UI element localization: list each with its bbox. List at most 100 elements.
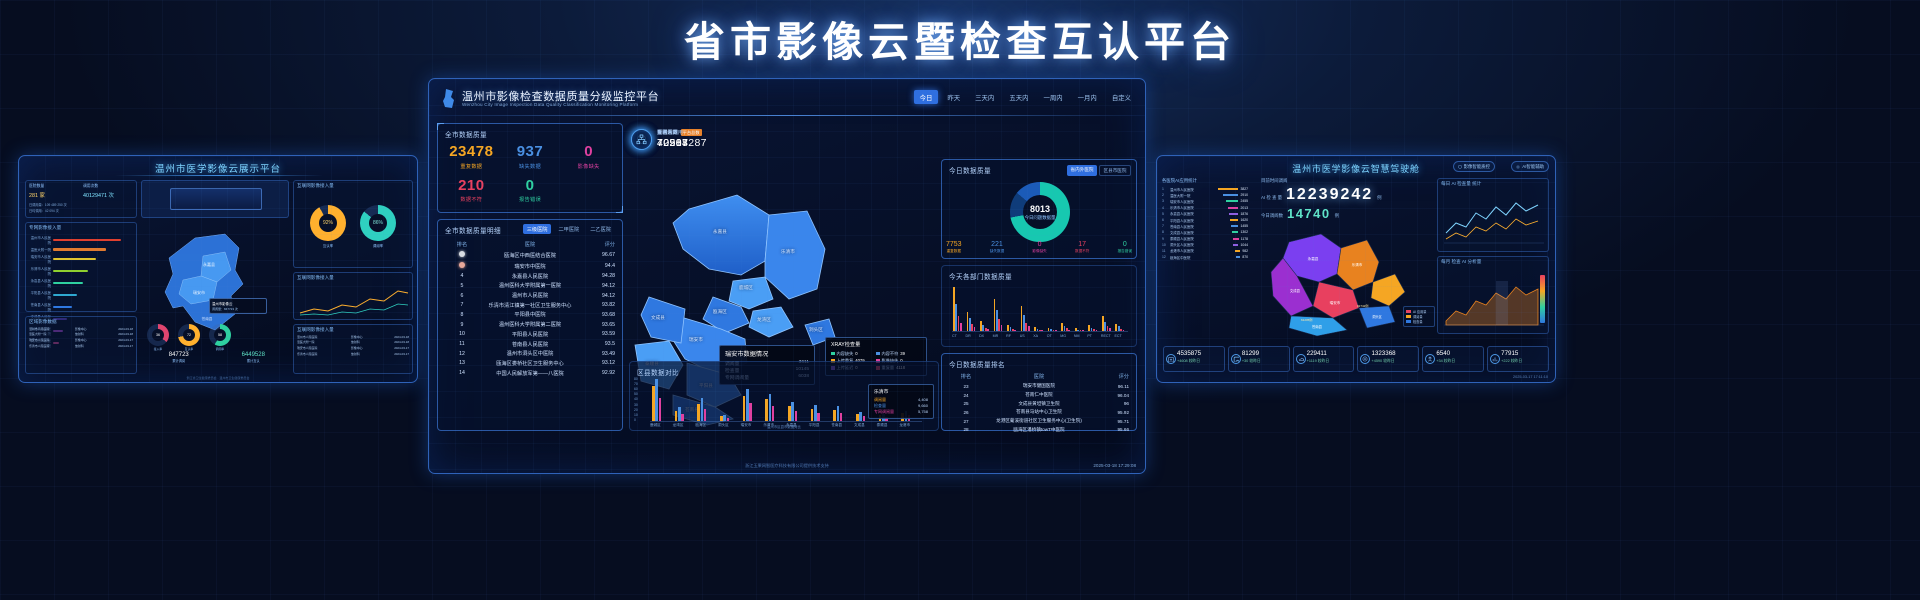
bar-label: 苍南县人民医院	[30, 303, 51, 312]
detail-tab-1[interactable]: 二甲医院	[558, 226, 580, 233]
footer-card-value: 6540	[1436, 350, 1451, 357]
bar	[1047, 327, 1050, 331]
bottom-stat-label-0: 累计调阅	[172, 359, 186, 363]
right-map[interactable]: 永嘉县 乐清市 瑞安市 文成县 苍南县 洞头区 92742例 61205例	[1261, 218, 1425, 340]
bar-group	[1074, 287, 1084, 331]
cell-c: 2024-03-18	[118, 332, 133, 337]
bar	[1014, 330, 1016, 331]
xray-row: 内容缺失 0	[831, 350, 876, 357]
usage-bar	[1223, 194, 1239, 197]
today-stat-label: 重复数据	[946, 249, 961, 253]
bar	[968, 318, 971, 331]
today-stat-label: 影像缺失	[1032, 249, 1047, 253]
table-row: 温州市人民医院 影像中心 2024-03-18	[297, 334, 409, 340]
bar	[836, 406, 840, 421]
rank: 5	[1162, 211, 1164, 216]
date-filter-1[interactable]: 昨天	[947, 94, 961, 102]
date-filter-4[interactable]: 一周内	[1043, 94, 1063, 102]
today-stat-value: 7753	[946, 241, 962, 248]
cell-b: 放射科	[351, 351, 360, 356]
rank: 4	[1162, 205, 1164, 210]
date-filter-group[interactable]: 今日 昨天 三天内 五天内 一周内 一月内 自定义	[913, 90, 1137, 104]
right-dashboard-title: 温州市医学影像云智慧驾驶舱	[1292, 164, 1420, 174]
cell-score: 94.28	[602, 273, 615, 280]
rank: 8	[1162, 230, 1164, 235]
date-filter-3[interactable]: 五天内	[1009, 94, 1029, 102]
table-row: 8 平阳县中医院 93.68	[445, 310, 615, 320]
rank: 7	[1162, 224, 1164, 229]
date-filter-5[interactable]: 一月内	[1077, 94, 1097, 102]
cell-score: 96.04	[1117, 392, 1130, 398]
map-callout-1: 61205例	[1301, 318, 1313, 322]
cell-hospital: 中国人民解放军第——八医院	[496, 370, 564, 377]
cell-a: 温医大附一院	[29, 332, 47, 337]
footer-card-delta: +1119 较昨日	[1306, 358, 1330, 363]
bar	[817, 412, 820, 421]
list-item: 6 平阳县人民医院 1620	[1162, 217, 1248, 223]
date-filter-0[interactable]: 今日	[913, 90, 939, 104]
cell-score: 93.12	[602, 360, 615, 367]
ai-value-main: 12239242	[1285, 186, 1374, 203]
left-interactive-panel: 互联网影像接入量 92% 互认率 86% 调阅率	[293, 180, 413, 268]
bar-label: 乐清市人民医院	[30, 267, 51, 276]
y-tick-label: 30	[634, 402, 638, 407]
y-tick-label: 70	[634, 382, 638, 387]
list-item: 8 文成县人民医院 1302	[1162, 229, 1248, 235]
date-filter-2[interactable]: 三天内	[975, 94, 995, 102]
trend-line-chart	[299, 290, 409, 316]
usage-value: 2455	[1240, 199, 1248, 204]
ai-assist-button[interactable]: AI智能辅助	[1511, 161, 1549, 172]
bar	[960, 322, 962, 331]
xray-row: 上传重复4079	[831, 357, 876, 364]
quality-stat-value: 0	[584, 143, 594, 160]
bar-group	[765, 379, 775, 421]
x-tick-label: 泰顺县	[876, 423, 888, 427]
list-item: 12 瓯海区中医院 870	[1162, 254, 1248, 260]
center-dashboard-screen: 温州市影像检查数据质量分级监控平台 Wenzhou City Image Ins…	[428, 78, 1146, 474]
footer-card-0: 4535875 +4608 较昨日	[1163, 346, 1225, 372]
left-bottom-stats: 847723 累计调阅 6449528 累计互认	[143, 352, 289, 363]
today-quality-legend[interactable]: 省内外医院 区县市医院	[1067, 165, 1131, 176]
cell-rank: 27	[963, 418, 969, 424]
today-rank-body: 23 瑞安市健国医院 96.11 24 苍南仁中医院 96.04 25 文成县黄坦镇卫生院 96…	[949, 382, 1129, 434]
detail-tab-2[interactable]: 二乙医院	[590, 226, 611, 233]
date-filter-6[interactable]: 自定义	[1111, 94, 1131, 102]
map-label-yongjia: 永嘉县	[713, 229, 727, 234]
cell-hospital: 温州市洞头区中医院	[506, 351, 554, 358]
tooltip-value: 9,660	[917, 403, 928, 408]
today-legend-1[interactable]: 区县市医院	[1099, 165, 1131, 176]
bar	[681, 414, 684, 421]
quality-control-button[interactable]: 影像智能质控	[1452, 161, 1495, 172]
legend-label: 检查量	[1413, 320, 1423, 324]
ai-unit: 例	[1377, 195, 1382, 200]
kpi-value: 72587	[657, 137, 689, 149]
cell-a: 温医大附一院	[297, 340, 315, 345]
x-tick-label: US	[1019, 334, 1025, 338]
cell-score: 92.92	[602, 370, 615, 377]
table-row: 7 乐清市清江镇第一社区卫生服务中心 93.82	[445, 300, 615, 310]
bar	[859, 411, 862, 421]
modality-bar-chart: CT DR DX MR RF US XA OT MG NM PT RECT ECT	[952, 284, 1128, 338]
bar-group	[1034, 287, 1044, 331]
cell-hospital: 苍南县人民医院	[511, 341, 549, 348]
table-row: 23 瑞安市健国医院 96.11	[949, 382, 1129, 391]
kpi-label: 互联网调用	[657, 130, 683, 136]
cell-rank: 26	[963, 409, 969, 415]
table-row: 瓯海区中西医结合医院 96.67	[445, 250, 615, 261]
detail-table-tabs[interactable]: 三级医院 二甲医院 二乙医院	[522, 224, 615, 234]
usage-bar	[1227, 206, 1239, 209]
bar	[674, 410, 678, 421]
bottom-stat-value-1: 6449528	[241, 352, 265, 358]
left-dashboard-screen: 温州市医学影像云展示平台 医院数量 281 家 调用次数 40129471 次 …	[18, 155, 418, 383]
cell-rank: 10	[459, 331, 465, 338]
svg-text:苍南县: 苍南县	[1312, 324, 1323, 329]
tooltip-title: 瑞安市数据情况	[725, 351, 769, 358]
cell-a: 瑞安市人民医院	[297, 345, 318, 350]
small-donut-value: 58	[214, 329, 226, 341]
x-tick-label: DX	[979, 334, 985, 338]
cell-rank: 6	[460, 292, 464, 299]
detail-tab-0[interactable]: 三级医院	[522, 224, 552, 234]
today-legend-0[interactable]: 省内外医院	[1067, 165, 1098, 176]
cell-hospital: 乐清市清江镇第一社区卫生服务中心	[488, 302, 572, 309]
cell-hospital: 瓯海区娄桥社区卫生服务中心	[496, 360, 564, 367]
